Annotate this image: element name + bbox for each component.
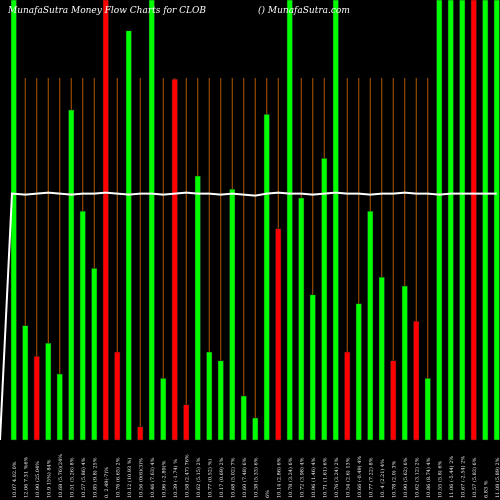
x-tick-label: 10.68 (5.76)(24% bbox=[57, 454, 64, 498]
x-tick-label: 10.07 4.02.0% bbox=[12, 461, 18, 498]
x-tick-label: 10.46 (7.63) 4% bbox=[149, 457, 156, 498]
x-tick-label: 11.06 (-5.44) 2% bbox=[448, 456, 455, 498]
x-tick-label: 10.12 (10.93 %) bbox=[126, 457, 133, 498]
x-tick-label: 10.77 (0.52) %) bbox=[206, 459, 213, 498]
bar bbox=[171, 78, 178, 441]
bar bbox=[436, 0, 443, 441]
x-tick-label: 10.86 (8.74) 4% bbox=[425, 457, 432, 498]
x-tick-label: 10.71 (1.61) 6% bbox=[321, 457, 328, 498]
x-tick-label: 10.76 (3.24) 2% bbox=[333, 457, 340, 498]
x-tick-label: 10.96 (-2.89)% bbox=[160, 460, 167, 498]
bar bbox=[321, 158, 328, 441]
bar bbox=[459, 0, 466, 441]
bar bbox=[10, 0, 17, 441]
bar bbox=[137, 426, 144, 441]
x-tick-label: 10.51 (5.26) 8% bbox=[68, 457, 75, 498]
bar bbox=[148, 0, 155, 441]
x-tick-label: 10.14 (2.86) 6% bbox=[275, 457, 282, 498]
x-tick-label: 10.17 (0.69) 2% bbox=[218, 457, 225, 498]
bar bbox=[252, 417, 259, 441]
x-tick-label: 10. 4 (2.21) 4% bbox=[379, 459, 386, 498]
bar bbox=[390, 360, 397, 441]
bar bbox=[183, 404, 190, 441]
bar-series bbox=[10, 0, 500, 441]
bar bbox=[367, 210, 374, 441]
bar bbox=[470, 0, 477, 441]
bar bbox=[275, 228, 282, 441]
bar bbox=[91, 268, 98, 441]
bar bbox=[45, 342, 52, 441]
x-tick-label: 10.77 (7.22) 8% bbox=[367, 457, 374, 498]
chart-title: MunafaSutra Money Flow Charts for CLOB bbox=[7, 6, 206, 16]
x-tick-label: 10.78 (3.24) 6% bbox=[287, 457, 294, 498]
bar bbox=[79, 210, 86, 441]
x-tick-label: 10.54 (2.6) 13% bbox=[344, 457, 351, 498]
x-tick-label: 10.62 (5.15) 2% bbox=[195, 457, 202, 498]
x-tick-label: 11.08 (5.89) 2% bbox=[494, 457, 500, 498]
bar bbox=[378, 276, 385, 441]
x-tick-label: 10.57 (5.83) 6% bbox=[471, 457, 478, 498]
bar bbox=[332, 0, 339, 441]
x-tick-label: 6% bbox=[265, 490, 271, 498]
bar bbox=[355, 303, 362, 441]
bar bbox=[401, 285, 408, 441]
x-tick-labels: 10.07 4.02.0% 12.06 7.31 %6% 10.90 (25.04%… bbox=[12, 454, 500, 498]
x-tick-label: 10.38 (5.33) 6% bbox=[252, 457, 259, 498]
x-tick-label: 10.76 (6.65) 2% bbox=[114, 457, 121, 498]
x-tick-label: 10.66 (-0.49) 4% bbox=[356, 456, 363, 498]
bar bbox=[160, 378, 167, 441]
x-tick-label: 0. 2.49(-7)% bbox=[103, 467, 110, 498]
bar bbox=[102, 0, 109, 441]
bar bbox=[217, 360, 224, 441]
bar bbox=[114, 351, 121, 441]
bar bbox=[22, 325, 29, 441]
x-tick-label: 10.39 (-1.74) % bbox=[172, 459, 179, 498]
x-tick-label: 10.68 (5.02) 7% bbox=[229, 457, 236, 498]
bar bbox=[286, 0, 293, 441]
bar bbox=[56, 373, 63, 441]
bar bbox=[206, 351, 213, 441]
x-tick-label: 10.58 (2.47) 76% bbox=[183, 454, 190, 498]
bar bbox=[482, 0, 489, 441]
bar bbox=[240, 395, 247, 441]
x-tick-label: 10.55 (5.8) 6% bbox=[436, 460, 443, 498]
x-tick-label: 10.78 (2.0) 3% bbox=[390, 460, 397, 498]
bar bbox=[413, 320, 420, 441]
bar bbox=[493, 0, 500, 441]
bar bbox=[263, 114, 270, 441]
x-tick-label: 10.57 (5.86) 4% bbox=[80, 457, 87, 498]
x-tick-label: 10.96 (1.46) 4% bbox=[310, 457, 317, 498]
x-tick-label: 10.67 (-2.54) 2% bbox=[459, 456, 466, 498]
bar bbox=[309, 294, 316, 441]
money-flow-line bbox=[0, 191, 497, 441]
bar bbox=[229, 188, 236, 441]
x-tick-label: 10.85 (9.8) 25% bbox=[91, 457, 98, 498]
x-tick-label: 10.90 (25.04% bbox=[34, 461, 41, 498]
bar bbox=[344, 351, 351, 441]
bar bbox=[424, 378, 431, 441]
bar bbox=[68, 109, 75, 441]
bar bbox=[194, 175, 201, 441]
x-tick-label: 12.06 7.31 %6% bbox=[23, 456, 29, 498]
bar bbox=[298, 197, 305, 441]
x-tick-label: 6.83 % bbox=[483, 480, 489, 498]
x-tick-label: 10.62 (3.12) 2% bbox=[413, 457, 420, 498]
x-tick-label: 10.56 (0(6)(3)% bbox=[137, 458, 144, 498]
bar bbox=[125, 30, 132, 441]
bar bbox=[447, 0, 454, 441]
bar bbox=[33, 356, 40, 441]
x-tick-label: 10.9 15%) 84% bbox=[45, 459, 52, 498]
x-tick-label: 10.72 (3.98) 4% bbox=[298, 457, 305, 498]
x-tick-label: 10.90 (5.62) 6% bbox=[402, 457, 409, 498]
watermark: () MunafaSutra.com bbox=[258, 5, 350, 16]
x-tick-label: 10.60 (7.48) 6% bbox=[241, 457, 248, 498]
